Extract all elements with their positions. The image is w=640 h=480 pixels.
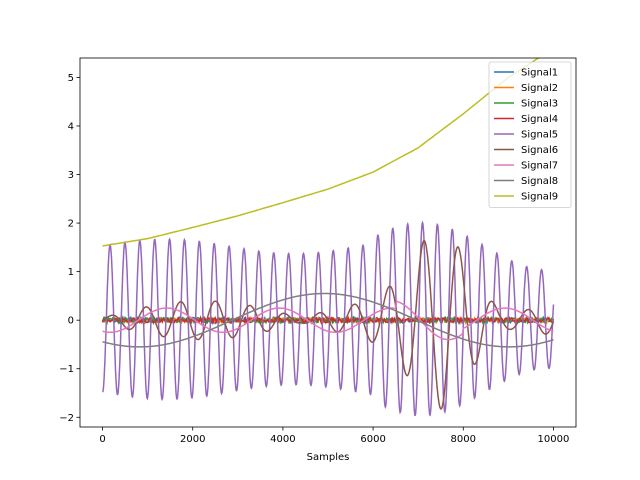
series-line-signal9 [102, 58, 540, 247]
y-tick-label: 5 [68, 73, 74, 84]
legend-label-signal8: Signal8 [521, 176, 558, 187]
y-tick-label: 3 [68, 170, 74, 181]
axes: 0 2000 4000 6000 8000 10000 −2 −1 0 1 2 3 4 5 [59, 57, 577, 445]
y-tick-label: 0 [68, 316, 74, 327]
x-axis-label: Samples [307, 452, 350, 463]
x-tick-label: 4000 [270, 434, 295, 445]
x-tick-label: 2000 [180, 434, 205, 445]
legend-label-signal2: Signal2 [521, 83, 558, 94]
x-tick-label: 0 [99, 434, 105, 445]
x-tick-label: 10000 [538, 434, 570, 445]
y-tick-label: 2 [68, 219, 74, 230]
legend-label-signal5: Signal5 [521, 130, 558, 141]
series-line-signal5 [101, 220, 555, 417]
series-line-signal7 [102, 300, 554, 341]
legend-label-signal4: Signal4 [521, 114, 558, 125]
y-tick-label: 4 [68, 121, 74, 132]
x-tick-label: 8000 [451, 434, 476, 445]
legend-label-signal3: Signal3 [521, 99, 558, 110]
axes-frame [79, 57, 577, 428]
x-tick-label: 6000 [360, 434, 385, 445]
legend: Signal1 Signal2 Signal3 Signal4 Signal5 Signa… [488, 61, 572, 208]
y-tick-label: −1 [59, 364, 74, 375]
legend-label-signal6: Signal6 [521, 145, 558, 156]
legend-label-signal7: Signal7 [521, 161, 558, 172]
legend-label-signal1: Signal1 [521, 68, 558, 79]
series-line-signal6 [102, 239, 555, 410]
legend-label-signal9: Signal9 [521, 192, 558, 203]
plot-area [101, 58, 555, 417]
series-line-signal8 [102, 292, 554, 348]
legend-box [488, 61, 572, 208]
y-tick-label: −2 [59, 413, 74, 424]
y-tick-label: 1 [68, 267, 74, 278]
